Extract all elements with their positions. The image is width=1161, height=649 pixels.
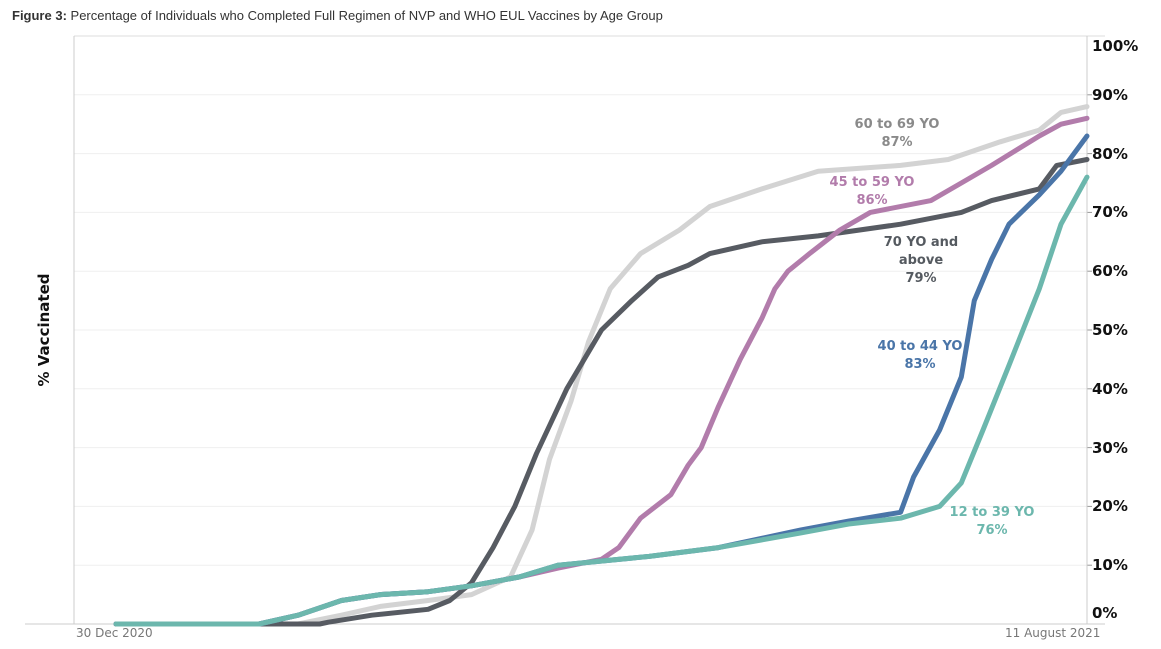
series-value: 86% [856, 193, 888, 208]
figure-number: Figure 3: [12, 8, 67, 23]
y-tick-label: 30% [1092, 438, 1128, 457]
y-tick-label: 20% [1092, 497, 1128, 516]
series-line-60-to-69-yo [113, 104, 1090, 627]
series-label-70-plus: 70 YO and above 79% [876, 234, 966, 288]
series-name: 60 to 69 YO [854, 117, 940, 132]
series-label-12-39: 12 to 39 YO 76% [950, 504, 1035, 540]
y-tick-label: 70% [1092, 203, 1128, 222]
series-line-40-to-44-yo [113, 133, 1090, 627]
series-name: 70 YO and above [883, 235, 959, 268]
series-line-12-to-39-yo [113, 174, 1090, 627]
y-tick-label: 10% [1092, 556, 1128, 575]
y-tick-label: 40% [1092, 379, 1128, 398]
x-tick-label-end: 11 August 2021 [1005, 626, 1101, 640]
y-tick-label: 100% [1092, 37, 1139, 55]
series-label-40-44: 40 to 44 YO 83% [878, 338, 963, 374]
y-axis-label: % Vaccinated [35, 273, 53, 387]
y-tick-label: 60% [1092, 262, 1128, 281]
y-tick-label: 50% [1092, 321, 1128, 339]
series-value: 79% [905, 271, 937, 286]
series-value: 87% [881, 135, 913, 150]
series-name: 45 to 59 YO [829, 175, 915, 190]
y-tick-label: 80% [1092, 144, 1128, 163]
series-line-70-yo-and-above [113, 157, 1090, 627]
series-name: 40 to 44 YO [877, 339, 963, 354]
y-tick-label: 90% [1092, 85, 1128, 104]
series-value: 83% [904, 357, 936, 372]
series-value: 76% [976, 523, 1008, 538]
series-label-45-59: 45 to 59 YO 86% [830, 174, 915, 210]
figure-caption: Percentage of Individuals who Completed … [70, 8, 663, 23]
y-tick-label: 0% [1092, 604, 1118, 622]
figure-title: Figure 3: Percentage of Individuals who … [12, 8, 663, 23]
x-tick-label-start: 30 Dec 2020 [76, 626, 153, 640]
series-name: 12 to 39 YO [949, 505, 1035, 520]
series-label-60-69: 60 to 69 YO 87% [855, 116, 940, 152]
